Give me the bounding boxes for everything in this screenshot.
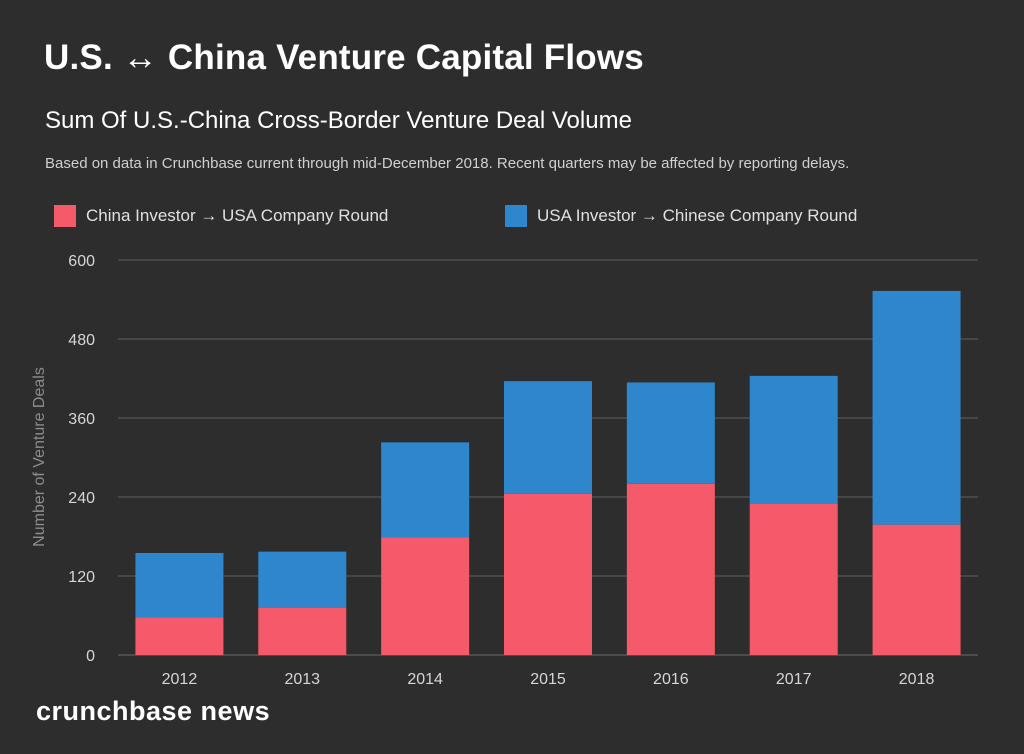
bar-2018-usa-investor [872,290,961,525]
brand-logo: crunchbase news [36,696,271,726]
legend-label-usa-investor: USA Investor → Chinese Company Round [537,206,858,225]
bar-2012-usa-investor [135,552,224,618]
y-tick-label-480: 480 [68,332,95,349]
legend-item-china-investor: China Investor → USA Company Round [54,205,388,227]
x-tick-label-2016: 2016 [653,671,689,688]
y-tick-label-600: 600 [68,253,95,270]
bar-2018-china-investor [872,524,961,655]
bar-2016-china-investor [626,483,715,655]
bar-2014-usa-investor [381,442,470,538]
legend-swatch-usa-investor [505,205,527,227]
bar-2013-usa-investor [258,551,347,608]
bar-2017-usa-investor [749,375,838,504]
bar-2014-china-investor [381,537,470,655]
x-tick-label-2018: 2018 [899,671,935,688]
y-tick-label-120: 120 [68,569,95,586]
bar-2015-usa-investor [504,381,592,494]
y-axis-label: Number of Venture Deals [31,367,48,547]
legend-item-usa-investor: USA Investor → Chinese Company Round [505,205,857,227]
chart-note: Based on data in Crunchbase current thro… [45,155,850,172]
chart-subtitle: Sum Of U.S.-China Cross-Border Venture D… [45,107,632,134]
y-tick-label-240: 240 [68,490,95,507]
y-tick-label-360: 360 [68,411,95,428]
bar-2012-china-investor [135,617,224,655]
x-tick-label-2013: 2013 [284,671,320,688]
x-tick-label-2017: 2017 [776,671,812,688]
x-tick-label-2015: 2015 [530,671,566,688]
x-tick-label-2014: 2014 [407,671,443,688]
legend-label-china-investor: China Investor → USA Company Round [86,206,389,225]
legend-swatch-china-investor [54,205,76,227]
bar-2013-china-investor [258,607,347,655]
chart-title: U.S. ↔ China Venture Capital Flows [44,38,644,77]
y-tick-label-0: 0 [86,648,95,665]
x-tick-label-2012: 2012 [162,671,198,688]
bar-2016-usa-investor [626,382,715,484]
bar-2017-china-investor [749,503,838,655]
bar-2015-china-investor [504,493,592,655]
